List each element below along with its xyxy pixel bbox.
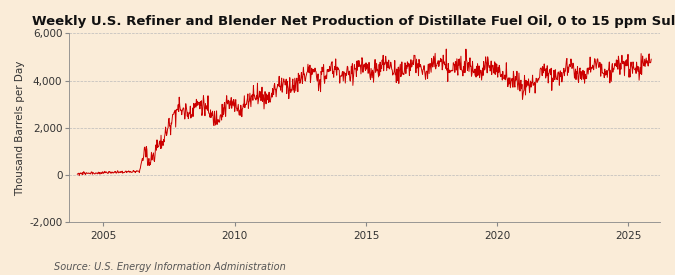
Y-axis label: Thousand Barrels per Day: Thousand Barrels per Day <box>15 60 25 196</box>
Text: Source: U.S. Energy Information Administration: Source: U.S. Energy Information Administ… <box>54 262 286 272</box>
Title: Weekly U.S. Refiner and Blender Net Production of Distillate Fuel Oil, 0 to 15 p: Weekly U.S. Refiner and Blender Net Prod… <box>32 15 675 28</box>
